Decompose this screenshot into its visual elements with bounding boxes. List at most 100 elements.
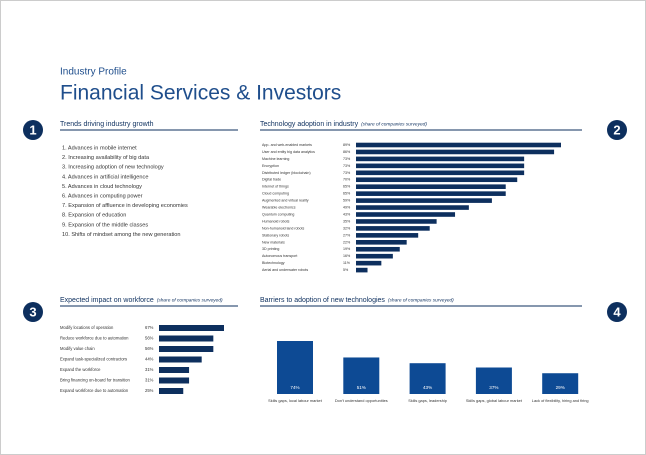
bar-label: App- and web-enabled markets [262, 143, 312, 147]
bar [409, 363, 446, 394]
kicker: Industry Profile [60, 67, 127, 78]
value-label: 73% [343, 157, 351, 161]
bar-label: New materials [262, 240, 285, 244]
bar [356, 253, 393, 259]
bar [159, 388, 184, 394]
bar [475, 367, 512, 394]
section-badge [607, 120, 627, 140]
value-label: 49% [343, 206, 351, 210]
value-label: 65% [343, 185, 351, 189]
bar [356, 142, 561, 148]
bar [159, 356, 202, 363]
bar-label: Reduce workforce due to automation [60, 336, 129, 341]
bar-label: Skills gaps, leadership [408, 398, 447, 403]
bar-label: Machine learning [262, 157, 289, 161]
section-number: 2 [613, 122, 620, 137]
bar [356, 184, 506, 189]
bar [356, 260, 382, 266]
bar-label: Biotechnology [262, 261, 285, 265]
value-label: 22% [343, 240, 351, 244]
bar [159, 335, 214, 342]
section-number: 1 [29, 122, 36, 137]
value-label: 59% [343, 199, 351, 203]
bar [343, 357, 380, 394]
value-label: 16% [343, 254, 351, 258]
value-label: 67% [145, 325, 154, 330]
bar [277, 341, 313, 394]
value-label: 73% [343, 171, 351, 175]
value-label: 29% [556, 385, 565, 390]
bar-label: Internet of things [262, 185, 289, 189]
bar-label: Humanoid robots [262, 219, 290, 223]
bar-label: Modify value chain [60, 346, 95, 351]
section-number: 4 [613, 304, 621, 319]
bar-label: Encryption [262, 164, 279, 168]
bar-label: Expand task-specialized contractors [60, 357, 127, 362]
trend-item: 2. Increasing availability of big data [62, 155, 150, 161]
bar [159, 377, 190, 384]
bar-label: Non-humanoid land robots [262, 226, 305, 230]
bar-label: Don't understand opportunities [335, 398, 388, 403]
bar-label: Stationary robots [262, 233, 289, 237]
bar [159, 325, 224, 331]
trend-item: 7. Expansion of affluence in developing … [62, 203, 188, 209]
bar-label: Aerial and underwater robots [262, 268, 308, 272]
trend-item: 10. Shifts of mindset among the new gene… [62, 232, 180, 238]
bar-label: Digital trade [262, 178, 281, 182]
value-label: 56% [145, 346, 154, 351]
bar-label: Augmented and virtual reality [262, 199, 309, 203]
value-label: 31% [145, 367, 154, 372]
section-title: Technology adoption in industry [260, 121, 359, 128]
bar [159, 346, 214, 352]
section-number: 3 [29, 304, 36, 319]
bar [356, 267, 368, 273]
trend-item: 9. Expansion of the middle classes [62, 222, 148, 228]
title: Financial Services & Investors [60, 82, 341, 105]
bar [356, 226, 430, 231]
section-title: Barriers to adoption of new technologies [260, 297, 385, 304]
bar-label: Quantum computing [262, 212, 294, 216]
section-badge [23, 120, 43, 140]
bar-label: Lack of flexibility, hiring and firing [532, 398, 589, 403]
bar-label: Skills gaps, global labour market [466, 398, 523, 403]
value-label: 56% [145, 336, 154, 341]
bar-label: Distributed ledger (blockchain) [262, 171, 311, 175]
value-label: 27% [343, 233, 351, 237]
bar [356, 163, 525, 169]
trend-item: 8. Expansion of education [62, 213, 126, 219]
value-label: 31% [145, 378, 154, 383]
section-note: (share of companies surveyed) [361, 121, 427, 127]
bar-label: User and entity big data analytics [262, 150, 315, 154]
value-label: 89% [343, 143, 351, 147]
section-badge [23, 302, 43, 322]
trend-item: 3. Increasing adoption of new technology [62, 165, 164, 171]
bar [356, 156, 525, 162]
value-label: 73% [343, 164, 351, 168]
bar [356, 191, 506, 196]
section-note: (share of companies surveyed) [388, 297, 454, 303]
value-label: 32% [343, 226, 351, 230]
bar [356, 246, 400, 252]
bar [356, 149, 555, 155]
value-label: 43% [343, 212, 351, 216]
section-title: Expected impact on workforce [60, 297, 154, 304]
value-label: 51% [357, 385, 366, 390]
bar [542, 373, 579, 394]
value-label: 86% [343, 150, 351, 154]
value-label: 43% [423, 385, 432, 390]
bar [356, 212, 456, 217]
value-label: 74% [290, 385, 299, 390]
section-note: (share of companies surveyed) [157, 297, 223, 303]
bar [356, 219, 437, 224]
value-label: 65% [343, 192, 351, 196]
trend-item: 4. Advances in artificial intelligence [62, 174, 148, 180]
bar [356, 205, 469, 210]
trend-item: 5. Advances in cloud technology [62, 184, 142, 190]
bar-label: Expand workforce due to automation [60, 388, 129, 393]
bar-label: Wearable electronics [262, 206, 296, 210]
bar [356, 233, 419, 238]
bar [356, 177, 518, 183]
bar [159, 367, 190, 373]
value-label: 35% [343, 219, 351, 223]
